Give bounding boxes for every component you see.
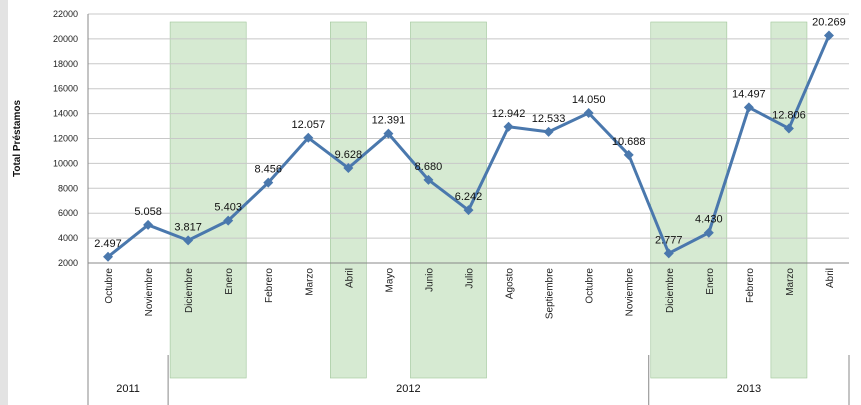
data-label: 9.628 [335,149,363,161]
data-label: 14.050 [572,94,606,106]
x-tick-label: Diciembre [665,268,676,313]
data-label: 8.680 [415,161,443,173]
x-tick-label: Enero [705,268,716,295]
x-tick-label: Agosto [505,268,516,300]
y-tick-label: 18000 [53,59,78,69]
data-label: 8.456 [254,164,282,176]
x-tick-label: Mayo [384,268,395,293]
x-tick-label: Marzo [785,268,796,296]
x-tick-label: Febrero [745,268,756,303]
data-point [823,30,834,41]
y-tick-label: 14000 [53,109,78,119]
y-tick-label: 2000 [58,258,78,268]
data-point [703,227,714,238]
data-label: 5.058 [134,206,162,218]
y-tick-label: 12000 [53,134,78,144]
x-tick-label: Marzo [304,268,315,296]
data-label: 12.806 [772,109,806,121]
shaded-band-0 [169,21,247,379]
data-point [543,126,554,137]
shaded-band-4 [770,21,808,379]
data-label: 12.391 [372,115,406,127]
x-tick-label: Noviembre [625,268,636,317]
data-label: 12.057 [291,119,325,131]
year-label: 2012 [396,383,420,395]
x-tick-label: Septiembre [545,268,556,320]
x-tick-label: Octubre [104,268,115,304]
data-label: 4.430 [695,214,723,226]
y-tick-label: 20000 [53,34,78,44]
data-point [423,174,434,185]
data-point [343,163,354,174]
data-point [503,121,514,132]
y-tick-label: 8000 [58,183,78,193]
data-point [223,215,234,226]
data-point [103,251,114,262]
y-tick-label: 6000 [58,208,78,218]
data-label: 10.688 [612,136,646,148]
data-label: 2.497 [94,238,122,250]
x-tick-label: Octubre [585,268,596,304]
data-point [303,132,314,143]
x-tick-label: Julio [465,268,476,289]
data-point [783,123,794,134]
x-tick-label: Abril [344,268,355,288]
data-label: 20.269 [812,17,846,29]
x-tick-label: Junio [424,268,435,292]
x-tick-label: Noviembre [144,268,155,317]
data-point [183,235,194,246]
data-point [463,205,474,216]
year-label: 2013 [737,383,761,395]
data-label: 5.403 [214,202,242,214]
data-label: 12.942 [492,108,526,120]
page-edge-strip [0,0,8,405]
y-axis-title: Total Préstamos [12,100,23,177]
data-point [663,248,674,259]
data-label: 2.777 [655,234,683,246]
data-label: 3.817 [174,221,202,233]
x-tick-label: Abril [825,268,836,288]
y-tick-label: 16000 [53,84,78,94]
year-label: 2011 [116,383,140,395]
data-label: 14.497 [732,88,766,100]
data-point [623,149,634,160]
x-tick-label: Febrero [264,268,275,303]
data-point [583,107,594,118]
data-label: 12.533 [532,113,566,125]
y-tick-label: 22000 [53,9,78,19]
x-tick-label: Diciembre [184,268,195,313]
data-point [143,219,154,230]
y-tick-label: 10000 [53,158,78,168]
shaded-band-1 [330,21,367,379]
x-tick-label: Enero [224,268,235,295]
data-label: 6.242 [455,191,483,203]
data-point [743,102,754,113]
shaded-band-3 [650,21,728,379]
y-tick-label: 4000 [58,233,78,243]
data-point [263,177,274,188]
data-point [383,128,394,139]
